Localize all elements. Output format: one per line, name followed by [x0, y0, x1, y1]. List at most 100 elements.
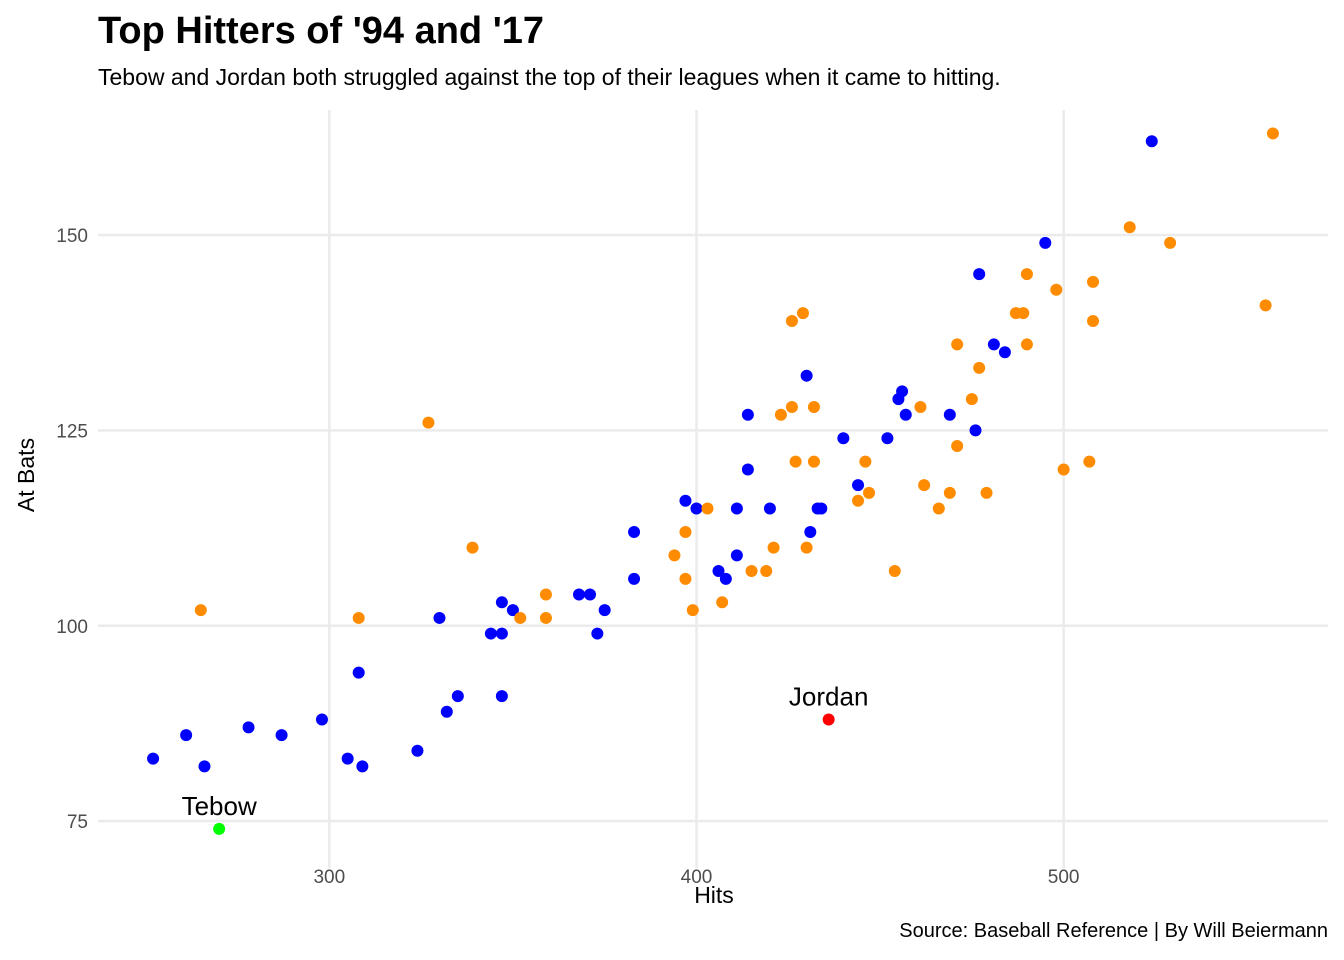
highlighted-points: Tebow Jordan [182, 682, 869, 835]
scatter-point [679, 572, 692, 585]
scatter-point [701, 502, 714, 515]
tebow-label: Tebow [182, 791, 257, 821]
scatter-point [686, 604, 699, 617]
scatter-point [804, 525, 817, 538]
scatter-point [969, 424, 982, 437]
chart-subtitle: Tebow and Jordan both struggled against … [98, 64, 1001, 90]
scatter-point [741, 408, 754, 421]
scatter-point [598, 604, 611, 617]
scatter-point [914, 400, 927, 413]
scatter-point [899, 408, 912, 421]
scatter-point [807, 400, 820, 413]
scatter-point [628, 572, 641, 585]
scatter-point [422, 416, 435, 429]
scatter-point [815, 502, 828, 515]
scatter-point [315, 713, 328, 726]
scatter-point [1266, 127, 1279, 140]
scatter-point [679, 525, 692, 538]
scatter-point [1057, 463, 1070, 476]
scatter-point [859, 455, 872, 468]
scatter-point [433, 611, 446, 624]
scatter-point [719, 572, 732, 585]
scatter-point [1020, 338, 1033, 351]
scatter-point [951, 338, 964, 351]
scatter-point [863, 486, 876, 499]
scatter-point [888, 565, 901, 578]
scatter-point [690, 502, 703, 515]
scatter-point [800, 369, 813, 382]
y-tick-label: 100 [56, 617, 88, 638]
scatter-point [440, 705, 453, 718]
scatter-point [356, 760, 369, 773]
scatter-point [180, 729, 193, 742]
y-tick-labels: 75 100 125 150 [56, 226, 88, 833]
scatter-point [484, 627, 497, 640]
x-axis-title: Hits [694, 882, 734, 908]
scatter-point [745, 565, 758, 578]
data-points [147, 127, 1279, 773]
scatter-point [539, 611, 552, 624]
scatter-point [1050, 283, 1063, 296]
scatter-point [852, 494, 865, 507]
y-axis-title: At Bats [13, 438, 39, 512]
gridlines [98, 110, 1328, 868]
scatter-point [741, 463, 754, 476]
scatter-point [466, 541, 479, 554]
scatter-point [881, 432, 894, 445]
scatter-point [767, 541, 780, 554]
scatter-point [628, 525, 641, 538]
scatter-point [998, 346, 1011, 359]
scatter-point [774, 408, 787, 421]
y-tick-label: 150 [56, 226, 88, 247]
scatter-point [716, 596, 729, 609]
scatter-point [539, 588, 552, 601]
x-tick-label: 400 [681, 867, 713, 888]
scatter-point [198, 760, 211, 773]
scatter-point [837, 432, 850, 445]
scatter-point [760, 565, 773, 578]
y-tick-label: 125 [56, 421, 88, 442]
scatter-point [807, 455, 820, 468]
scatter-point [1164, 236, 1177, 249]
scatter-point [495, 596, 508, 609]
tebow-point [213, 822, 226, 835]
scatter-point [495, 690, 508, 703]
scatter-point [506, 604, 519, 617]
scatter-point [1087, 314, 1100, 327]
scatter-point [275, 729, 288, 742]
scatter-point [951, 440, 964, 453]
scatter-point [973, 268, 986, 281]
scatter-point [1020, 268, 1033, 281]
scatter-point [584, 588, 596, 601]
scatter-point [785, 314, 798, 327]
scatter-point [668, 549, 681, 562]
x-tick-label: 300 [313, 867, 345, 888]
scatter-point [789, 455, 802, 468]
scatter-point [943, 486, 956, 499]
scatter-point [411, 744, 424, 757]
scatter-point [785, 400, 798, 413]
scatter-point [572, 588, 585, 601]
y-tick-label: 75 [67, 812, 88, 833]
scatter-point [973, 361, 986, 374]
scatter-point [1087, 275, 1100, 288]
chart-title: Top Hitters of '94 and '17 [98, 10, 544, 52]
scatter-point [712, 565, 725, 578]
scatter-point [194, 604, 207, 617]
source-caption: Source: Baseball Reference | By Will Bei… [899, 920, 1328, 942]
scatter-point [451, 690, 464, 703]
scatter-point [352, 611, 365, 624]
scatter-point [495, 627, 508, 640]
scatter-point [1259, 299, 1272, 312]
scatter-point [341, 752, 354, 765]
scatter-point [980, 486, 993, 499]
scatter-point [918, 479, 931, 492]
scatter-point [1123, 221, 1136, 234]
x-tick-labels: 300 400 500 [313, 867, 1079, 888]
jordan-label: Jordan [789, 682, 869, 712]
scatter-point [514, 611, 527, 624]
scatter-point [730, 502, 743, 515]
scatter-point [679, 494, 692, 507]
scatter-point [1017, 307, 1030, 320]
